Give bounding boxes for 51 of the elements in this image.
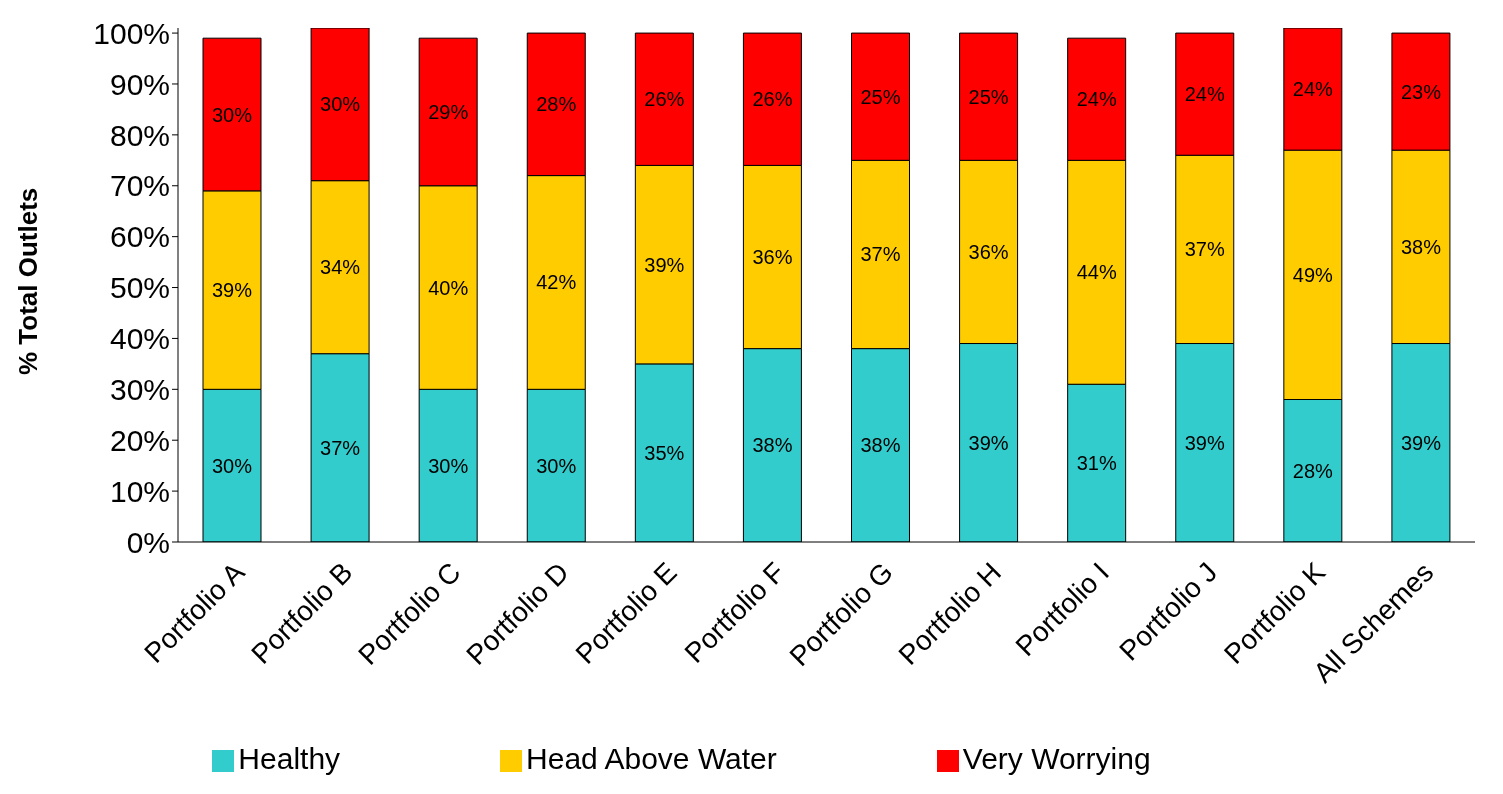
data-label: 36% [968,240,1009,263]
data-label: 24% [1184,83,1225,106]
data-label: 28% [1292,459,1334,482]
data-label: 26% [752,88,793,111]
data-label: 25% [860,85,901,108]
y-tick-label: 60% [109,220,170,254]
data-label: 39% [211,279,253,302]
data-label: 29% [428,100,469,123]
data-label: 31% [1076,452,1117,475]
data-label: 42% [536,271,577,294]
data-label: 38% [752,434,793,457]
legend-label: Head Above Water [526,742,777,775]
y-tick-label: 50% [109,271,170,305]
data-label: 39% [968,431,1009,454]
data-label: 38% [860,434,901,457]
data-label: 44% [1076,261,1117,284]
y-axis-title: % Total Outlets [13,187,44,375]
data-label: 35% [644,441,685,464]
data-label: 23% [1400,80,1442,103]
data-label: 30% [536,454,577,477]
legend-label: Healthy [238,742,341,775]
data-label: 37% [320,436,361,459]
y-tick-label: 100% [93,16,170,50]
data-label: 30% [211,454,253,477]
y-tick-label: 10% [109,474,170,508]
data-label: 40% [428,276,469,299]
data-label: 28% [536,93,577,116]
data-label: 38% [1400,235,1442,258]
y-tick-label: 20% [109,423,170,457]
legend-label: Very Worrying [962,742,1151,775]
data-label: 30% [211,103,253,126]
data-label: 39% [644,253,685,276]
data-label: 49% [1292,263,1334,286]
data-label: 36% [752,246,793,269]
y-tick-label: 70% [109,169,170,203]
y-tick-label: 90% [109,67,170,101]
data-label: 34% [320,256,361,279]
data-label: 37% [860,243,901,266]
y-tick-label: 30% [109,372,170,406]
data-label: 25% [968,85,1009,108]
data-label: 39% [1400,431,1442,454]
data-label: 30% [428,454,469,477]
data-label: 24% [1292,78,1334,101]
data-label: 26% [644,88,685,111]
data-label: 30% [320,93,361,116]
y-tick-label: 80% [109,118,170,152]
y-tick-label: 40% [109,322,170,356]
data-label: 39% [1184,431,1225,454]
data-label: 37% [1184,238,1225,261]
y-tick-label: 0% [126,525,170,559]
data-label: 24% [1076,88,1117,111]
